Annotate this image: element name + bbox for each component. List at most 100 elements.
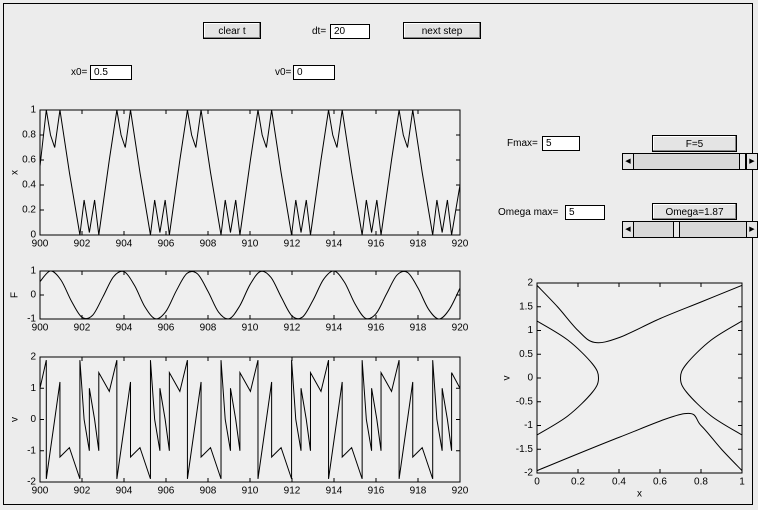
data-line	[537, 320, 600, 436]
y-axis-label: v	[10, 417, 21, 422]
x-tick-label: 906	[158, 239, 175, 250]
fmax-input[interactable]: 5	[542, 136, 580, 151]
y-tick-label: 1	[30, 105, 36, 116]
x-axis-label: x	[637, 489, 642, 500]
x-tick-label: 900	[32, 323, 49, 334]
y-tick-label: 0.2	[22, 205, 36, 216]
f-slider[interactable]: ◀ ▶	[622, 153, 758, 170]
x-tick-label: 914	[326, 323, 343, 334]
y-tick-label: -0.5	[516, 396, 534, 407]
x-tick-label: 904	[116, 486, 133, 497]
slider-right-arrow[interactable]: ▶	[746, 222, 757, 237]
y-tick-label: 2	[527, 278, 533, 289]
x-tick-label: 902	[74, 486, 91, 497]
v0-input[interactable]: 0	[293, 65, 335, 80]
x-tick-label: 0.8	[694, 477, 708, 488]
y-axis-label: x	[10, 170, 21, 175]
axes-box	[39, 270, 461, 320]
y-tick-label: -2	[524, 468, 533, 479]
axes-box	[536, 282, 743, 474]
y-tick-label: 0	[30, 414, 36, 425]
y-tick-label: 0	[30, 230, 36, 241]
y-tick-label: -1	[27, 445, 36, 456]
f-value-button[interactable]: F=5	[652, 135, 737, 152]
x-tick-label: 904	[116, 239, 133, 250]
y-tick-label: 1	[527, 325, 533, 336]
x-tick-label: 916	[368, 239, 385, 250]
omega-max-label: Omega max=	[498, 207, 559, 218]
x-tick-label: 906	[158, 323, 175, 334]
dt-label: dt=	[312, 26, 327, 37]
y-tick-label: -1.5	[516, 444, 534, 455]
x-tick-label: 0.2	[571, 477, 585, 488]
x-tick-label: 920	[452, 486, 469, 497]
clear-button[interactable]: clear t	[203, 22, 261, 39]
y-axis-label: v	[502, 376, 513, 381]
x-tick-label: 920	[452, 323, 469, 334]
data-line	[40, 360, 460, 480]
axes-box	[39, 356, 461, 483]
data-line	[679, 320, 742, 436]
y-tick-label: 0.5	[519, 349, 533, 360]
y-tick-label: 0.4	[22, 180, 36, 191]
data-line	[40, 270, 460, 320]
y-tick-label: 1	[30, 383, 36, 394]
y-tick-label: 0	[30, 290, 36, 301]
x-tick-label: 900	[32, 239, 49, 250]
x-tick-label: 904	[116, 323, 133, 334]
x-tick-label: 910	[242, 486, 259, 497]
x-tick-label: 900	[32, 486, 49, 497]
x-tick-label: 908	[200, 323, 217, 334]
x-tick-label: 1	[739, 477, 745, 488]
y-tick-label: -2	[27, 477, 36, 488]
axes-box	[39, 109, 461, 236]
x0-input[interactable]: 0.5	[90, 65, 132, 80]
x-tick-label: 918	[410, 486, 427, 497]
fmax-label: Fmax=	[507, 138, 538, 149]
x-tick-label: 912	[284, 486, 301, 497]
x-tick-label: 916	[368, 323, 385, 334]
x-tick-label: 916	[368, 486, 385, 497]
x-tick-label: 914	[326, 486, 343, 497]
x-tick-label: 902	[74, 323, 91, 334]
y-tick-label: 0	[527, 373, 533, 384]
y-tick-label: 0.6	[22, 155, 36, 166]
next-step-button[interactable]: next step	[403, 22, 481, 39]
data-line	[537, 412, 742, 472]
x-tick-label: 906	[158, 486, 175, 497]
x-tick-label: 912	[284, 323, 301, 334]
data-line	[40, 109, 460, 236]
x-tick-label: 920	[452, 239, 469, 250]
y-axis-label: F	[10, 292, 21, 298]
y-tick-label: -1	[27, 314, 36, 325]
dt-input[interactable]: 20	[330, 24, 370, 39]
v0-label: v0=	[275, 67, 292, 78]
x-tick-label: 910	[242, 239, 259, 250]
x-tick-label: 918	[410, 323, 427, 334]
x-tick-label: 0.4	[612, 477, 626, 488]
omega-max-input[interactable]: 5	[565, 205, 605, 220]
slider-left-arrow[interactable]: ◀	[623, 154, 634, 169]
x-tick-label: 918	[410, 239, 427, 250]
y-tick-label: 1.5	[519, 301, 533, 312]
x-tick-label: 914	[326, 239, 343, 250]
slider-thumb[interactable]	[739, 154, 746, 169]
x-tick-label: 908	[200, 239, 217, 250]
x-tick-label: 902	[74, 239, 91, 250]
y-tick-label: -1	[524, 420, 533, 431]
x-tick-label: 910	[242, 323, 259, 334]
data-line	[537, 284, 742, 344]
x-tick-label: 908	[200, 486, 217, 497]
omega-value-button[interactable]: Omega=1.87	[652, 203, 737, 220]
window-frame	[3, 3, 753, 505]
slider-thumb[interactable]	[673, 222, 681, 237]
slider-right-arrow[interactable]: ▶	[746, 154, 757, 169]
x-tick-label: 0	[534, 477, 540, 488]
x-tick-label: 912	[284, 239, 301, 250]
y-tick-label: 0.8	[22, 130, 36, 141]
slider-left-arrow[interactable]: ◀	[623, 222, 634, 237]
y-tick-label: 2	[30, 352, 36, 363]
omega-slider[interactable]: ◀ ▶	[622, 221, 758, 238]
